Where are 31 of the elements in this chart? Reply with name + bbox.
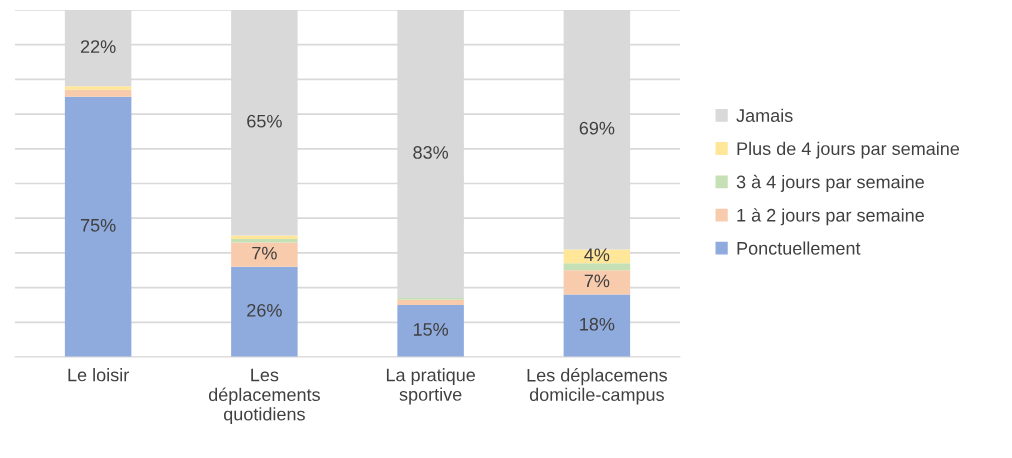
bar	[563, 249, 631, 264]
x-tick-label: Les déplacements quotidiens	[208, 368, 320, 425]
data-label: 18%	[580, 317, 615, 331]
bar	[64, 89, 132, 97]
data-label: 7%	[584, 274, 610, 288]
bar	[64, 86, 132, 90]
data-label: 83%	[413, 146, 449, 159]
data-label: 69%	[579, 121, 615, 135]
bar	[231, 242, 298, 267]
bar	[64, 96, 132, 357]
bar	[397, 299, 464, 305]
x-tick-label: Le loisir	[68, 368, 129, 382]
bar	[397, 304, 464, 357]
data-label: 26%	[247, 303, 282, 317]
legend-label: Plus de 4 jours par semaine	[737, 141, 960, 159]
data-label: 4%	[584, 248, 610, 262]
bar	[231, 266, 298, 357]
legend-label: Ponctuellement	[737, 241, 861, 255]
data-label: 15%	[413, 323, 449, 336]
x-tick-label: La pratique sportive	[386, 368, 475, 405]
data-label: 22%	[80, 40, 116, 53]
legend-label: 1 à 2 jours par semaine	[737, 208, 924, 226]
bar	[563, 270, 631, 295]
data-label: 75%	[80, 219, 116, 232]
x-tick-label: Les déplacemens domicile-campus	[527, 368, 667, 405]
bar	[563, 294, 631, 357]
bar	[563, 263, 631, 271]
legend-label: Jamais	[736, 108, 793, 122]
legend-label: 3 à 4 jours par semaine	[736, 174, 924, 192]
data-label: 7%	[252, 246, 277, 260]
data-label: 65%	[247, 114, 282, 128]
